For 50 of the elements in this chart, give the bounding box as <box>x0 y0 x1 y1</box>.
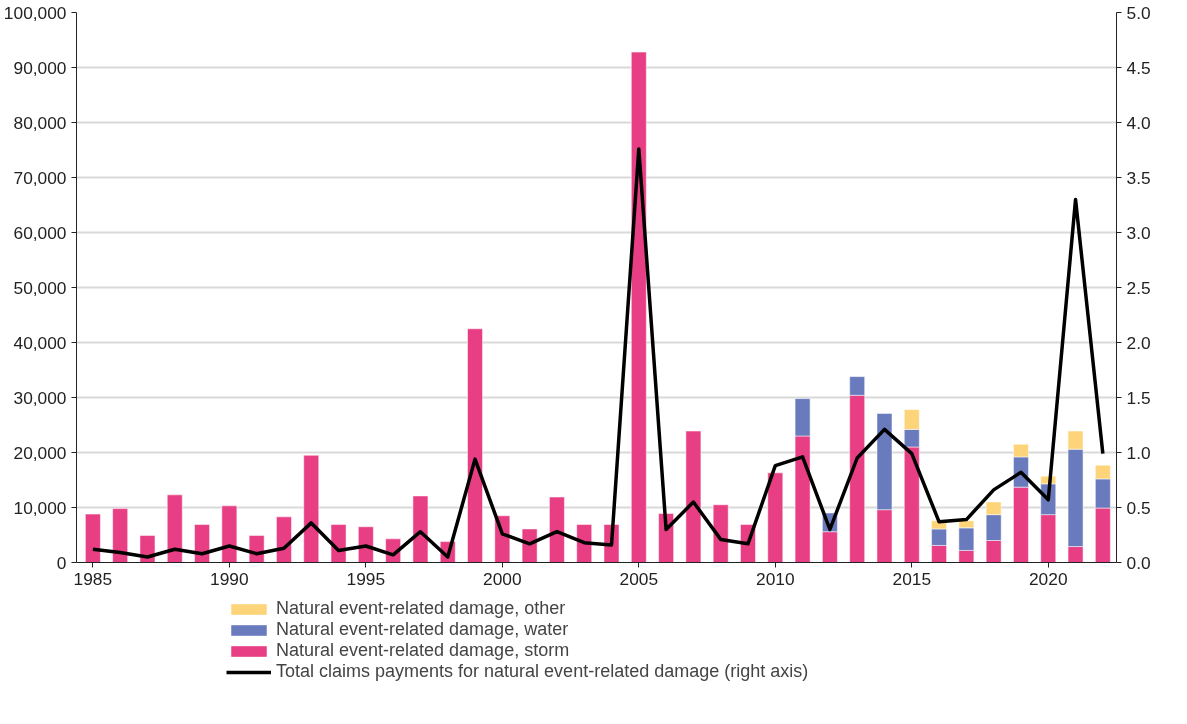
bar <box>631 51 647 563</box>
bar <box>685 430 702 563</box>
y2-tick-label: 0.0 <box>1126 552 1151 573</box>
x-tick-label: 2010 <box>756 568 795 589</box>
x-tick-label: 2005 <box>619 568 659 589</box>
y2-tick-label: 5.0 <box>1126 2 1151 23</box>
x-tick-label: 1995 <box>346 568 386 589</box>
y2-tick-label: 4.5 <box>1126 57 1151 78</box>
x-tick-label: 2020 <box>1028 568 1068 589</box>
legend-label: Natural event-related damage, storm <box>276 640 570 661</box>
y2-tick-label: 1.0 <box>1126 442 1151 463</box>
bar <box>221 505 238 563</box>
bar <box>112 508 128 563</box>
y2-tick-label: 0.5 <box>1126 497 1151 518</box>
y-tick-label: 10,000 <box>13 497 67 518</box>
bar <box>85 513 101 563</box>
y-tick-label: 50,000 <box>13 277 67 298</box>
y-tick-label: 80,000 <box>13 112 67 133</box>
bar <box>549 496 565 563</box>
y2-tick-label: 3.0 <box>1126 222 1151 243</box>
bar <box>767 472 784 563</box>
y2-tick-label: 2.0 <box>1126 332 1151 353</box>
y-tick-label: 60,000 <box>13 222 67 243</box>
x-tick-label: 2015 <box>892 568 932 589</box>
legend-label: Natural event-related damage, water <box>276 619 569 640</box>
bar <box>276 516 292 563</box>
y-tick-label: 40,000 <box>13 332 67 353</box>
y2-tick-label: 2.5 <box>1126 277 1151 298</box>
legend-label: Natural event-related damage, other <box>276 598 566 619</box>
line-series <box>91 147 1105 559</box>
bar <box>712 504 729 563</box>
y2-tick-label: 1.5 <box>1126 387 1151 408</box>
bar <box>576 524 592 563</box>
y-tick-label: 30,000 <box>13 387 67 408</box>
y-tick-label: 100,000 <box>3 2 67 23</box>
x-tick-label: 1990 <box>210 568 249 589</box>
x-tick-label: 2000 <box>483 568 522 589</box>
bar <box>194 524 210 563</box>
y-tick-label: 90,000 <box>13 57 67 78</box>
y-tick-label: 20,000 <box>13 442 67 463</box>
y-tick-label: 0 <box>56 552 67 573</box>
y2-tick-label: 3.5 <box>1126 167 1151 188</box>
bar <box>412 495 429 563</box>
x-tick-label: 1985 <box>73 568 113 589</box>
bar <box>303 455 320 563</box>
legend-label: Total claims payments for natural event-related damage (right axis) <box>276 661 809 682</box>
y-tick-label: 70,000 <box>13 167 67 188</box>
y2-tick-label: 4.0 <box>1126 112 1151 133</box>
bar <box>467 328 483 563</box>
bar <box>167 494 183 563</box>
